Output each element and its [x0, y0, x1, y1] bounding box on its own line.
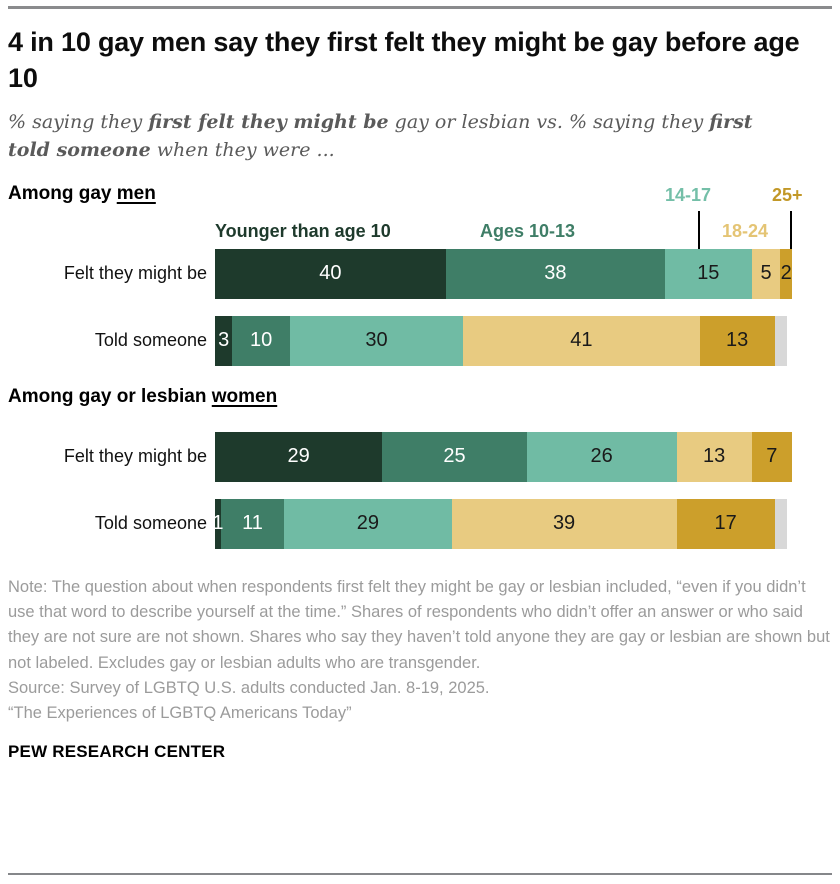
segment-value: 10 [250, 329, 273, 352]
bar-segment-ages-10-13: 10 [232, 315, 290, 366]
stacked-bar-chart: Among gay men Younger than age 10 Ages 10-… [8, 183, 832, 549]
bar-segment-younger-than-age-10: 40 [215, 248, 446, 299]
segment-value: 13 [702, 445, 726, 468]
segment-value: 1 [212, 512, 224, 535]
section-heading-text: Among gay [8, 182, 117, 204]
bar-segment-18-24: 41 [463, 315, 700, 366]
bar-segment-14-17: 26 [526, 431, 677, 482]
segment-value: 3 [218, 329, 230, 352]
source-text: Source: Survey of LGBTQ U.S. adults cond… [8, 678, 490, 697]
section-heading-underlined: men [116, 182, 156, 204]
bar-track: 3 10 30 41 13 [215, 315, 792, 366]
segment-value: 15 [697, 262, 720, 285]
top-rule [8, 6, 832, 9]
chart-subtitle: % saying they first felt they might be g… [8, 108, 798, 165]
bar-segment-14-17: 30 [289, 315, 464, 366]
subtitle-text: when they were ... [150, 139, 335, 162]
bar-segment-ages-10-13: 38 [445, 248, 666, 299]
section-men: Among gay men Younger than age 10 Ages 10-… [8, 183, 832, 366]
bar-segment-25: 13 [699, 315, 775, 366]
bar-track: 29 25 26 13 7 [215, 431, 792, 482]
bar-segment-25: 7 [751, 431, 792, 482]
legend-item-25: 25+ [772, 184, 803, 205]
subtitle-text: % saying they [8, 110, 149, 133]
segment-value: 29 [287, 445, 310, 468]
bar-row: Told someone 3 10 30 41 13 [8, 315, 832, 366]
bar-segment-18-24: 39 [451, 498, 677, 549]
segment-value: 26 [590, 445, 613, 468]
note-text: Note: The question about when respondent… [8, 577, 830, 672]
bar-row: Felt they might be 40 38 15 5 2 [8, 248, 832, 299]
bar-segment-unlabeled [774, 315, 788, 366]
bar-track: 1 11 29 39 17 [212, 498, 792, 549]
section-heading-underlined: women [211, 385, 278, 407]
bar-rows: Felt they might be 40 38 15 5 2 Told someone 3 1… [8, 248, 832, 366]
legend-leader-line [698, 210, 700, 249]
segment-value: 2 [780, 262, 792, 285]
bar-row: Felt they might be 29 25 26 13 7 [8, 431, 832, 482]
section-head-row: Among gay or lesbian women [8, 386, 832, 432]
footnotes: Note: The question about when respondent… [8, 575, 832, 726]
bar-segment-younger-than-age-10: 1 [212, 498, 224, 549]
legend-item-ages-10-13: Ages 10-13 [480, 220, 576, 241]
bar-segment-unlabeled [774, 498, 788, 549]
segment-value: 25 [443, 445, 466, 468]
bar-segment-ages-10-13: 11 [220, 498, 285, 549]
bar-segment-ages-10-13: 25 [382, 431, 527, 482]
legend-leader-line [790, 210, 792, 249]
bar-segment-14-17: 29 [284, 498, 452, 549]
section-women: Among gay or lesbian women Felt they migh… [8, 386, 832, 549]
bottom-rule [8, 873, 832, 875]
segment-value: 11 [242, 512, 263, 535]
bar-segment-25: 2 [780, 248, 792, 299]
bar-segment-14-17: 15 [665, 248, 752, 299]
section-heading: Among gay men [8, 183, 156, 205]
brand: PEW RESEARCH CENTER [8, 742, 226, 762]
segment-value: 41 [570, 329, 593, 352]
row-label: Felt they might be [63, 263, 207, 284]
segment-value: 39 [552, 512, 576, 535]
chart-title: 4 in 10 gay men say they first felt they… [8, 27, 800, 93]
bar-row: Told someone 1 11 29 39 17 [8, 498, 832, 549]
segment-value: 38 [544, 262, 567, 285]
bar-segment-younger-than-age-10: 29 [215, 431, 383, 482]
segment-value: 30 [365, 329, 388, 352]
legend-item-14-17: 14-17 [665, 184, 712, 205]
subtitle-bold-felt: first felt they might be [148, 110, 389, 133]
segment-value: 17 [714, 512, 737, 535]
legend-item-younger-than-age-10: Younger than age 10 [215, 220, 391, 241]
bar-segment-younger-than-age-10: 3 [215, 315, 233, 366]
row-label: Told someone [94, 513, 207, 534]
section-head-row: Among gay men Younger than age 10 Ages 10-… [8, 183, 832, 249]
subtitle-text: gay or lesbian vs. % saying they [388, 110, 710, 133]
segment-value: 13 [726, 329, 749, 352]
legend-item-18-24: 18-24 [722, 220, 769, 241]
row-label: Felt they might be [63, 446, 207, 467]
section-heading: Among gay or lesbian women [8, 386, 277, 408]
section-heading-text: Among gay or lesbian [8, 385, 212, 407]
bar-segment-18-24: 13 [676, 431, 752, 482]
bar-segment-25: 17 [676, 498, 775, 549]
segment-value: 7 [766, 445, 778, 468]
chart-card: 4 in 10 gay men say they first felt they… [0, 6, 840, 875]
segment-value: 5 [760, 262, 772, 285]
report-title: “The Experiences of LGBTQ Americans Toda… [8, 703, 352, 722]
bar-track: 40 38 15 5 2 [215, 248, 792, 299]
subtitle-bold-told: first told someone [8, 110, 753, 162]
segment-value: 29 [356, 512, 380, 535]
bar-rows: Felt they might be 29 25 26 13 7 Told someone 1… [8, 431, 832, 549]
segment-value: 40 [319, 262, 342, 285]
bar-segment-18-24: 5 [751, 248, 781, 299]
row-label: Told someone [94, 330, 207, 351]
